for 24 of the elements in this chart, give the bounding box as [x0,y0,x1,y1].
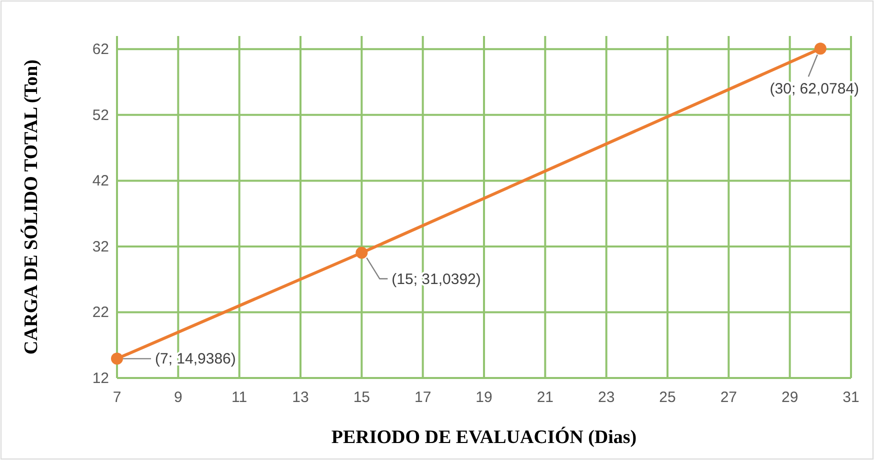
point [814,42,826,55]
y-tick-label: 62 [92,41,109,58]
x-tick-label: 17 [414,389,432,406]
y-tick-label: 12 [92,370,109,387]
x-tick-label: 29 [781,389,798,406]
x-tick-label: 7 [112,389,122,406]
x-tick-label: 13 [292,389,309,406]
x-tick-label: 19 [476,389,492,406]
x-tick-label: 11 [232,389,248,406]
x-tick-label: 21 [536,389,554,406]
point [111,352,123,365]
y-tick-label: 52 [92,106,109,124]
y-tick-label: 32 [92,238,109,256]
x-tick-label: 15 [353,389,370,406]
x-axis-title: PERIODO DE EVALUACIÓN (Dias) [331,426,637,448]
x-tick-label: 31 [842,389,860,406]
x-tick-label: 25 [659,389,676,406]
x-tick-label: 23 [598,389,615,406]
point [356,246,368,259]
x-tick-label: 27 [720,389,738,406]
y-tick-label: 22 [92,304,109,322]
x-tick-label: 9 [174,389,182,406]
y-axis-title: CARGA DE SÓLIDO TOTAL (Ton) [20,60,42,354]
y-tick-label: 42 [92,172,109,190]
